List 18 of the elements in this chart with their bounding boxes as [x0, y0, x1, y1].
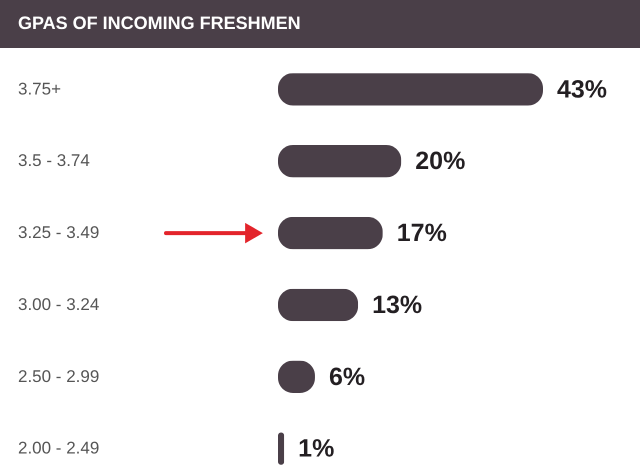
chart-title: GPAS OF INCOMING FRESHMEN — [18, 13, 301, 33]
data-label: 43% — [557, 75, 608, 104]
data-label: 13% — [372, 290, 422, 319]
y-tick-label: 3.00 - 3.24 — [18, 294, 100, 314]
bar — [278, 73, 543, 106]
bar — [278, 432, 284, 465]
y-tick-label: 2.50 - 2.99 — [18, 366, 100, 386]
bar — [278, 288, 358, 322]
y-tick-label: 3.75+ — [18, 79, 62, 98]
y-tick-label: 3.5 - 3.74 — [18, 151, 90, 170]
data-label: 20% — [415, 147, 466, 176]
data-label: 6% — [328, 362, 366, 391]
y-tick-label: 2.00 - 2.49 — [18, 438, 100, 458]
bar — [278, 145, 402, 178]
y-tick-label: 3.25 - 3.49 — [18, 223, 100, 242]
data-label: 1% — [298, 434, 334, 463]
data-label: 17% — [396, 219, 447, 248]
bar — [278, 216, 383, 250]
